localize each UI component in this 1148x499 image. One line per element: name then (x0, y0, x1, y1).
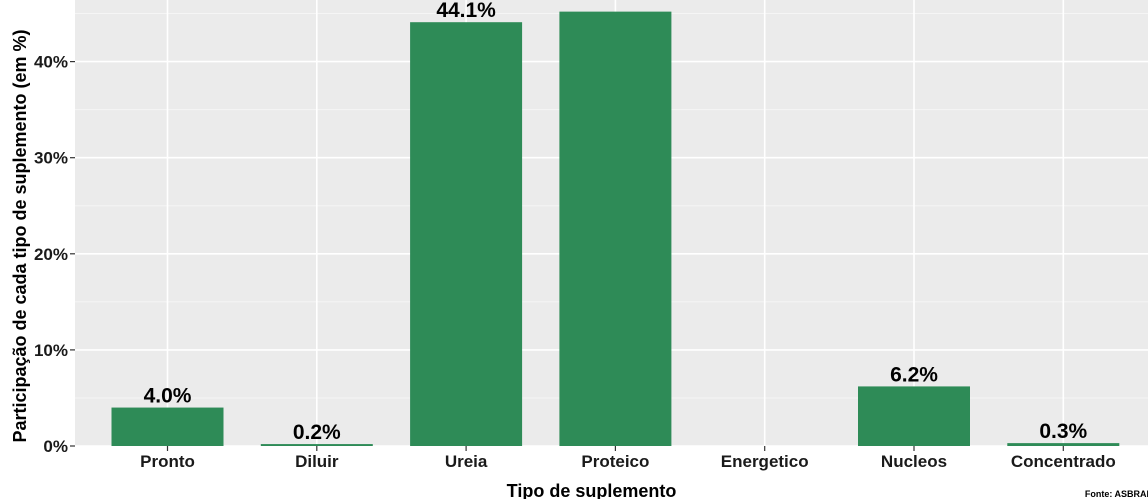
bar-concentrado (1007, 443, 1120, 446)
data-label: 44.1% (436, 0, 496, 22)
x-axis-title: Tipo de suplemento (507, 481, 677, 499)
bar-pronto (111, 407, 224, 446)
x-tick-label: Pronto (140, 452, 195, 471)
data-label: 0.3% (1039, 420, 1087, 443)
bar-nucleos (858, 386, 970, 446)
data-label: 4.0% (144, 385, 192, 408)
data-labels: 4.0% 0.2% 44.1% 6.2% 0.3% (144, 0, 1088, 444)
y-tick-label: 10% (34, 341, 68, 360)
data-label: 0.2% (293, 421, 341, 444)
y-tick-label: 20% (34, 245, 68, 264)
bar-diluir (260, 444, 373, 446)
y-tick-label: 30% (34, 149, 68, 168)
y-tick-label: 0% (43, 437, 68, 456)
source-note: Fonte: ASBRAM (1084, 489, 1148, 499)
y-axis-title: Participação de cada tipo de suplemento … (10, 29, 30, 442)
x-tick-label: Ureia (445, 452, 488, 471)
x-tick-label: Energetico (721, 452, 809, 471)
bar-proteico (559, 11, 672, 447)
y-axis: 0% 10% 20% 30% 40% (34, 53, 75, 456)
data-label: 6.2% (890, 363, 938, 386)
bars (111, 11, 1120, 447)
x-tick-label: Proteico (581, 452, 649, 471)
x-tick-label: Nucleos (881, 452, 947, 471)
y-tick-label: 40% (34, 53, 68, 72)
x-tick-label: Concentrado (1011, 452, 1116, 471)
x-tick-label: Diluir (295, 452, 339, 471)
x-axis: Pronto Diluir Ureia Proteico Energetico Nucle… (140, 446, 1116, 471)
bar-ureia (410, 22, 523, 446)
